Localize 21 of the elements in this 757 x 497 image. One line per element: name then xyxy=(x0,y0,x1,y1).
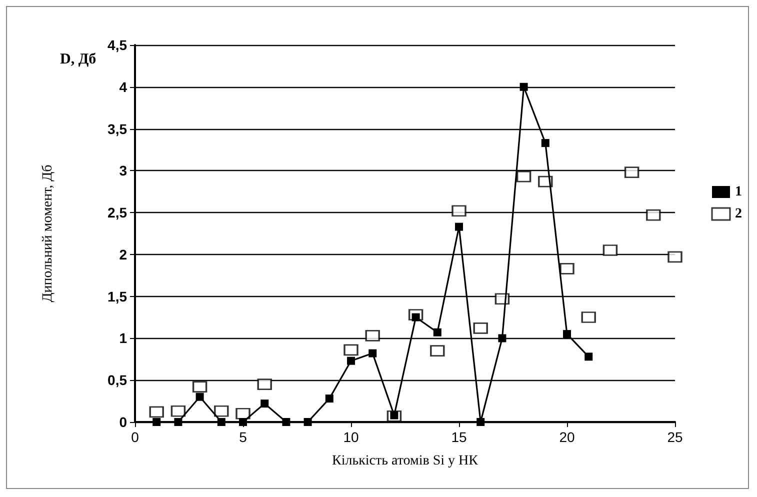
legend-label: 2 xyxy=(735,206,742,222)
y-tick-label: 3 xyxy=(119,162,128,179)
legend-label: 1 xyxy=(735,184,742,200)
y-tick-label: 0,5 xyxy=(108,372,128,388)
x-tick-label: 10 xyxy=(343,429,359,445)
y-axis-title: Дипольний момент, Дб xyxy=(40,164,56,302)
y-tick-label: 0 xyxy=(119,414,128,430)
x-axis-title: Кількість атомів Si у НК xyxy=(332,454,479,468)
y-tick-label: 2,5 xyxy=(108,204,128,221)
y-tick-label: 4,5 xyxy=(108,37,128,53)
y-tick-label: 3,5 xyxy=(108,120,128,137)
y-tick-label: 4 xyxy=(119,78,128,95)
x-tick-label: 15 xyxy=(451,429,467,445)
x-tick-label: 5 xyxy=(239,429,248,445)
x-tick-label: 0 xyxy=(131,429,140,445)
x-tick-label: 20 xyxy=(559,429,575,445)
y-tick-label: 2 xyxy=(119,246,128,262)
y-tick-label: 1 xyxy=(119,330,128,346)
x-tick-label: 25 xyxy=(667,429,683,445)
text: D, Дб xyxy=(60,52,96,68)
y-tick-label: 1,5 xyxy=(108,288,128,304)
